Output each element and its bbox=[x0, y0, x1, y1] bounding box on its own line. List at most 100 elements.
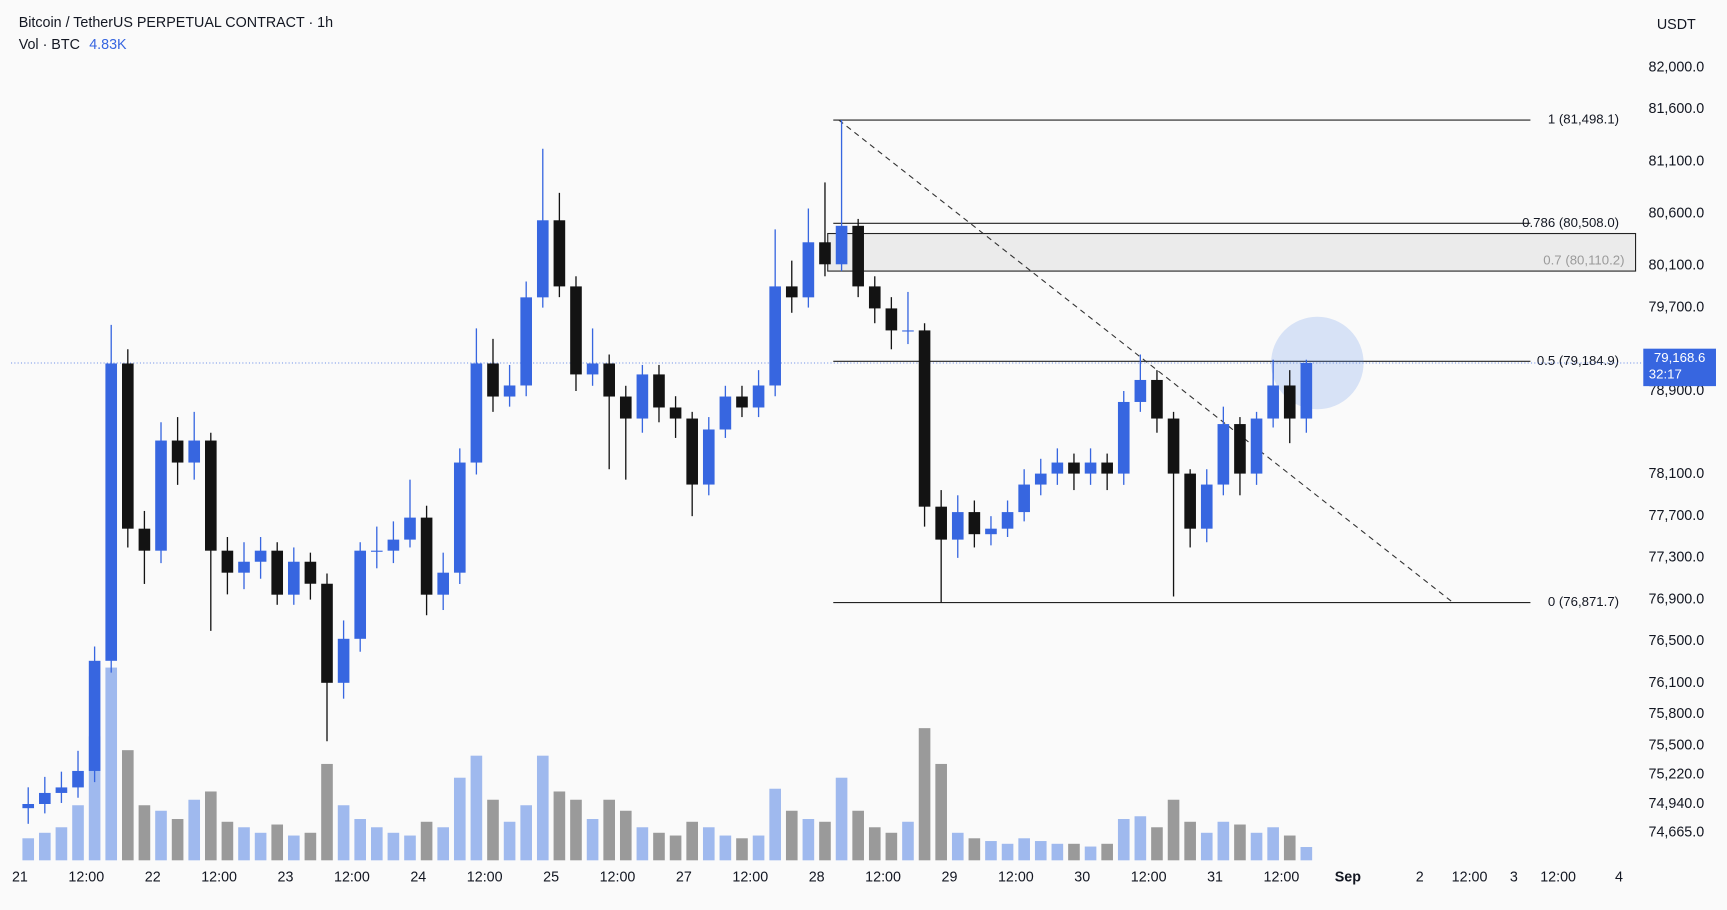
x-tick-label: 12:00 bbox=[1264, 870, 1300, 886]
volume-bar bbox=[835, 777, 848, 861]
candle-body bbox=[603, 363, 615, 397]
candle-body bbox=[370, 550, 383, 552]
x-tick-label: 24 bbox=[410, 870, 426, 886]
candle-body bbox=[570, 286, 582, 375]
candle-body bbox=[138, 528, 151, 551]
fib-label: 0 (76,871.7) bbox=[1548, 594, 1619, 609]
x-tick-label: 22 bbox=[145, 870, 161, 886]
y-tick-label: 78,100.0 bbox=[1649, 466, 1705, 482]
volume-bar bbox=[885, 832, 898, 861]
x-tick-label: 12:00 bbox=[998, 870, 1034, 886]
x-tick-label: 12:00 bbox=[334, 870, 370, 886]
volume-bar bbox=[370, 827, 383, 861]
volume-bar bbox=[752, 835, 765, 861]
volume-bar bbox=[238, 827, 250, 861]
volume-bar bbox=[188, 799, 201, 861]
y-tick-label: 81,600.0 bbox=[1649, 101, 1705, 117]
volume-bar bbox=[736, 838, 748, 861]
volume-bar bbox=[1184, 821, 1196, 861]
volume-bar bbox=[287, 835, 300, 861]
candle-body bbox=[985, 528, 997, 535]
y-tick-label: 78,900.0 bbox=[1649, 383, 1705, 399]
candle-body bbox=[55, 787, 68, 793]
volume-bar bbox=[1134, 816, 1147, 861]
volume-bar bbox=[122, 750, 134, 861]
fib-label: 1 (81,498.1) bbox=[1548, 112, 1619, 127]
x-tick-label: Sep bbox=[1335, 870, 1361, 886]
candle-body bbox=[22, 803, 35, 809]
volume-bar bbox=[1018, 838, 1030, 861]
volume-bar bbox=[902, 821, 914, 861]
volume-bar bbox=[603, 799, 615, 861]
volume-bar bbox=[1200, 832, 1213, 861]
x-tick-label: 12:00 bbox=[467, 870, 503, 886]
volume-bar bbox=[1034, 841, 1047, 861]
candle-body bbox=[619, 396, 632, 419]
y-tick-label: 77,300.0 bbox=[1649, 550, 1705, 566]
candle-body bbox=[221, 550, 234, 573]
volume-bar bbox=[1234, 824, 1246, 861]
candle-body bbox=[304, 561, 317, 584]
candle-body bbox=[686, 418, 698, 485]
candle-body bbox=[337, 638, 350, 683]
volume-bar bbox=[1151, 827, 1163, 861]
volume-bar bbox=[221, 821, 234, 861]
volume-bar bbox=[105, 667, 118, 861]
volume-bar bbox=[686, 821, 698, 861]
y-tick-label: 80,100.0 bbox=[1649, 258, 1705, 274]
candle-body bbox=[835, 225, 848, 265]
candle-body bbox=[669, 407, 682, 419]
x-tick-label: 2 bbox=[1416, 870, 1424, 886]
volume-bar bbox=[802, 819, 815, 861]
volume-bar bbox=[553, 791, 566, 861]
candle-body bbox=[752, 385, 765, 408]
x-tick-label: 12:00 bbox=[1131, 870, 1167, 886]
candle-body bbox=[536, 220, 549, 298]
volume-bar bbox=[536, 755, 549, 861]
candle-body bbox=[155, 440, 167, 551]
y-tick-label: 75,500.0 bbox=[1649, 737, 1705, 753]
volume-bar bbox=[520, 805, 532, 861]
fib-label: 0.786 (80,508.0) bbox=[1522, 215, 1619, 230]
candle-body bbox=[1300, 362, 1313, 419]
x-tick-label: 12:00 bbox=[865, 870, 901, 886]
y-tick-label: 74,940.0 bbox=[1649, 796, 1705, 812]
candle-body bbox=[636, 374, 649, 419]
price-tag-label: 79,168.6 bbox=[1654, 350, 1705, 365]
candle-body bbox=[702, 429, 715, 485]
candle-body bbox=[1167, 418, 1180, 474]
y-tick-label: 79,700.0 bbox=[1649, 299, 1705, 315]
candle-body bbox=[553, 220, 566, 287]
candle-body bbox=[935, 506, 947, 540]
x-tick-label: 12:00 bbox=[732, 870, 768, 886]
volume-bar bbox=[1051, 843, 1064, 861]
volume-bar bbox=[1217, 821, 1230, 861]
candle-body bbox=[238, 561, 250, 573]
candle-body bbox=[769, 286, 781, 386]
candle-body bbox=[918, 330, 931, 507]
volume-bar bbox=[22, 838, 35, 861]
fib-zone-label: 0.7 (80,110.2) bbox=[1543, 253, 1624, 268]
volume-bar bbox=[951, 832, 964, 861]
fib-zone bbox=[827, 232, 1637, 272]
x-tick-label: 12:00 bbox=[600, 870, 636, 886]
candle-body bbox=[719, 396, 732, 430]
x-tick-label: 3 bbox=[1510, 870, 1518, 886]
volume-bar bbox=[72, 805, 84, 861]
volume-bar bbox=[1068, 843, 1080, 861]
trendline bbox=[838, 119, 1454, 603]
y-tick-label: 81,100.0 bbox=[1649, 153, 1705, 169]
candle-body bbox=[354, 550, 367, 639]
volume-bar bbox=[935, 763, 947, 861]
candle-body bbox=[287, 561, 300, 595]
volume-bar bbox=[503, 821, 516, 861]
volume-bar bbox=[337, 805, 350, 861]
volume-bar bbox=[1250, 832, 1263, 861]
candle-body bbox=[487, 363, 499, 397]
volume-bar bbox=[321, 763, 333, 861]
volume-bar bbox=[619, 810, 632, 861]
candle-body bbox=[1267, 385, 1279, 419]
x-tick-label: 23 bbox=[278, 870, 294, 886]
y-tick-label: 80,600.0 bbox=[1649, 205, 1705, 221]
